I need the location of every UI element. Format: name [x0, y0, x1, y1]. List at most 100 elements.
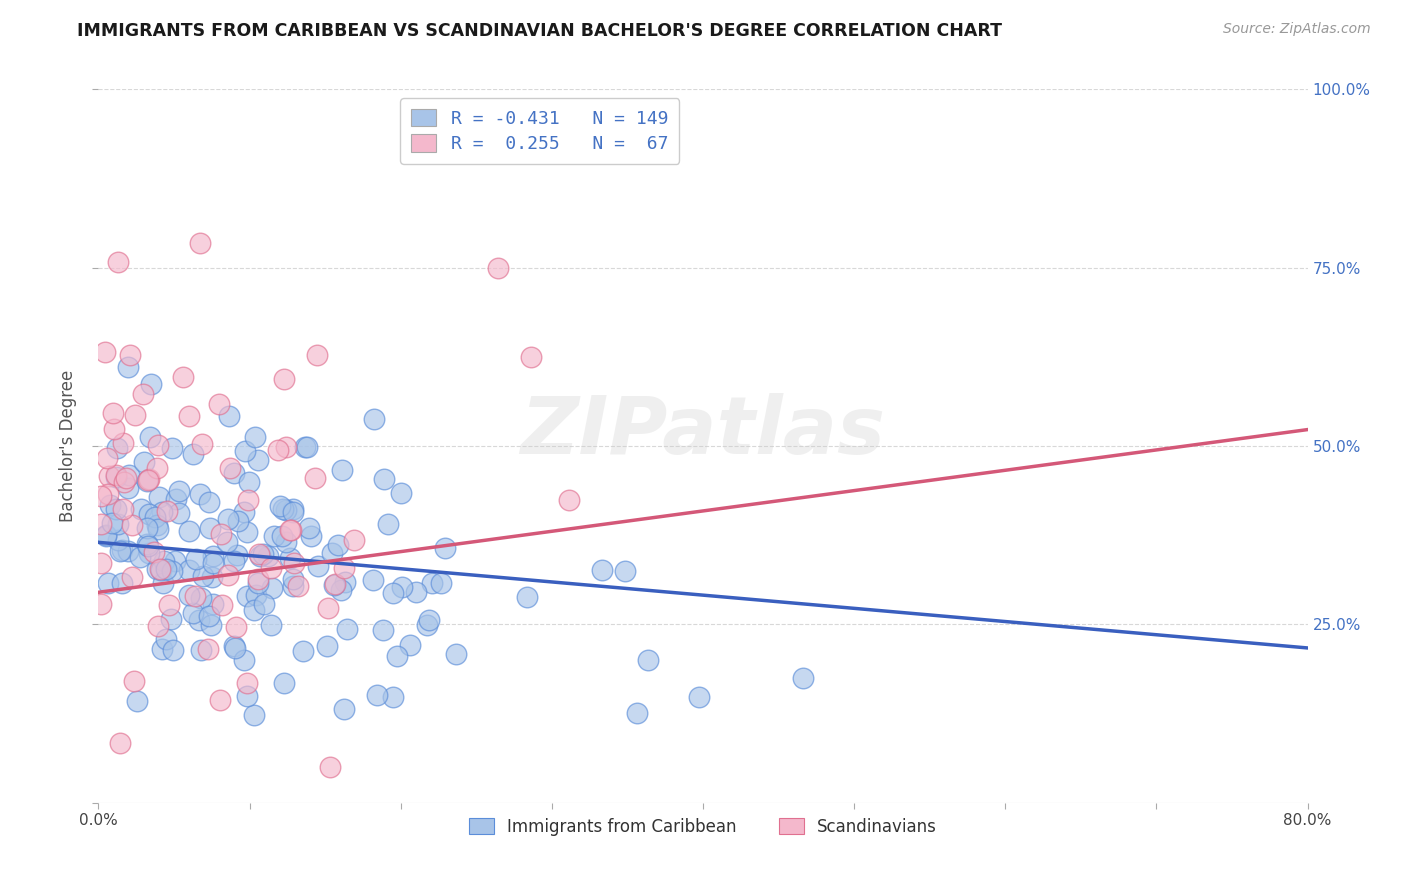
Point: [177, 563, 200, 577]
Point: [245, 588, 267, 602]
Text: IMMIGRANTS FROM CARIBBEAN VS SCANDINAVIAN BACHELOR'S DEGREE CORRELATION CHART: IMMIGRANTS FROM CARIBBEAN VS SCANDINAVIA…: [77, 22, 1002, 40]
Point: [143, 545, 166, 559]
Point: [146, 460, 169, 475]
Point: [218, 409, 240, 423]
Point: [172, 370, 194, 384]
Point: [181, 607, 204, 621]
Point: [233, 443, 256, 458]
Point: [117, 481, 139, 495]
Point: [179, 588, 201, 602]
Point: [136, 537, 159, 551]
Point: [160, 564, 183, 578]
Point: [276, 503, 298, 517]
Point: [139, 377, 162, 392]
Point: [273, 371, 295, 385]
Point: [139, 430, 162, 444]
Point: [224, 554, 246, 568]
Point: [270, 529, 292, 543]
Point: [278, 523, 301, 537]
Point: [200, 618, 222, 632]
Point: [96, 450, 118, 465]
Point: [366, 688, 388, 702]
Legend: Immigrants from Caribbean, Scandinavians: Immigrants from Caribbean, Scandinavians: [461, 810, 945, 845]
Point: [486, 260, 509, 275]
Point: [103, 422, 125, 436]
Point: [688, 690, 710, 705]
Point: [97, 487, 120, 501]
Point: [146, 438, 169, 452]
Point: [371, 623, 394, 637]
Point: [108, 736, 131, 750]
Point: [184, 552, 207, 566]
Point: [121, 518, 143, 533]
Point: [93, 345, 115, 359]
Point: [107, 516, 129, 531]
Point: [235, 676, 257, 690]
Point: [253, 597, 276, 611]
Point: [129, 550, 152, 565]
Point: [405, 585, 427, 599]
Point: [385, 648, 408, 663]
Point: [222, 639, 245, 653]
Point: [333, 574, 356, 589]
Text: Source: ZipAtlas.com: Source: ZipAtlas.com: [1223, 22, 1371, 37]
Point: [160, 441, 183, 455]
Point: [222, 467, 245, 481]
Point: [260, 617, 283, 632]
Point: [117, 544, 139, 558]
Point: [122, 673, 145, 688]
Point: [333, 702, 356, 716]
Point: [94, 529, 117, 543]
Text: ZIPatlas: ZIPatlas: [520, 392, 886, 471]
Point: [135, 521, 157, 535]
Point: [294, 440, 316, 454]
Point: [399, 638, 422, 652]
Point: [249, 547, 271, 561]
Point: [103, 406, 125, 420]
Point: [96, 528, 118, 542]
Point: [336, 623, 359, 637]
Point: [224, 640, 246, 655]
Point: [269, 499, 291, 513]
Point: [162, 643, 184, 657]
Point: [90, 597, 112, 611]
Point: [415, 618, 437, 632]
Point: [201, 556, 224, 570]
Point: [274, 440, 297, 454]
Point: [208, 397, 231, 411]
Point: [225, 620, 247, 634]
Point: [138, 507, 160, 521]
Point: [381, 586, 404, 600]
Point: [111, 501, 134, 516]
Point: [332, 463, 354, 477]
Point: [373, 472, 395, 486]
Point: [295, 441, 318, 455]
Point: [167, 506, 190, 520]
Point: [283, 572, 305, 586]
Point: [283, 556, 305, 570]
Point: [217, 568, 239, 582]
Point: [112, 475, 135, 489]
Point: [326, 538, 349, 552]
Point: [420, 575, 443, 590]
Point: [242, 603, 264, 617]
Point: [217, 512, 239, 526]
Point: [243, 430, 266, 444]
Point: [280, 523, 302, 537]
Point: [132, 386, 155, 401]
Point: [209, 526, 232, 541]
Point: [316, 600, 339, 615]
Point: [114, 471, 136, 485]
Point: [155, 632, 177, 646]
Point: [90, 556, 112, 570]
Point: [209, 692, 232, 706]
Point: [323, 577, 346, 591]
Point: [391, 580, 413, 594]
Point: [281, 502, 304, 516]
Point: [152, 576, 174, 591]
Point: [177, 409, 200, 424]
Point: [97, 468, 120, 483]
Point: [273, 676, 295, 690]
Point: [148, 522, 170, 536]
Point: [105, 442, 128, 456]
